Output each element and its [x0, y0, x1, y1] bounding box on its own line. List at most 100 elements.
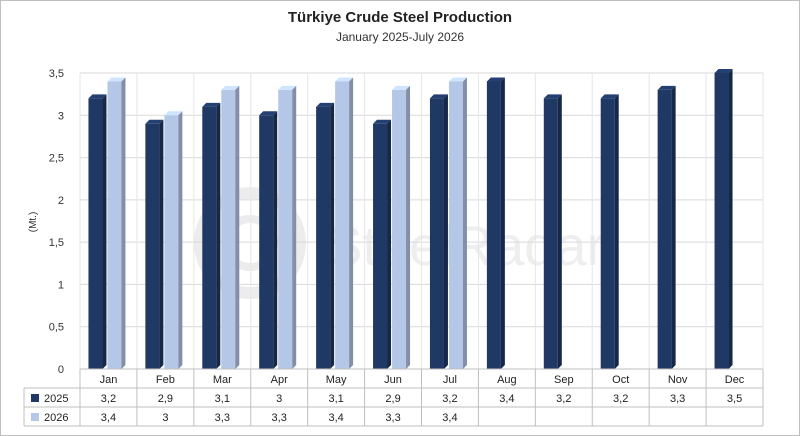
- bar-front: [335, 81, 350, 369]
- bar-2025-may: [316, 102, 335, 369]
- bar-top: [429, 94, 448, 99]
- bar-2025-sep: [543, 94, 562, 369]
- data-label: 3,5: [727, 393, 742, 405]
- data-label: 3,4: [328, 412, 343, 424]
- data-label: 3: [162, 412, 168, 424]
- bar-side: [500, 77, 505, 369]
- bar-top: [486, 77, 505, 82]
- bar-front: [316, 106, 331, 369]
- x-tick-label: Nov: [668, 374, 688, 386]
- data-label: 3,3: [215, 412, 230, 424]
- x-tick-label: Jan: [100, 374, 118, 386]
- bar-2026-feb: [164, 111, 183, 370]
- bar-front: [88, 98, 103, 369]
- y-tick-label: 2: [58, 195, 64, 207]
- bar-front: [429, 98, 444, 369]
- y-axis-label: (Mt.): [28, 212, 39, 233]
- bar-top: [202, 102, 221, 107]
- bar-front: [657, 89, 672, 370]
- bar-side: [443, 94, 448, 369]
- bar-top: [392, 85, 411, 90]
- y-tick-label: 0,5: [49, 322, 64, 334]
- bar-front: [714, 73, 729, 369]
- bar-side: [178, 111, 183, 370]
- data-label: 3: [276, 393, 282, 405]
- data-label: 3,4: [101, 412, 116, 424]
- bar-top: [714, 69, 733, 73]
- x-tick-label: Jun: [384, 374, 402, 386]
- legend-label-2025: 2025: [44, 393, 68, 405]
- bar-front: [164, 115, 179, 370]
- bar-top: [221, 85, 240, 90]
- bar-front: [145, 123, 160, 369]
- bar-side: [462, 77, 467, 369]
- bar-top: [600, 94, 619, 99]
- bar-side: [102, 94, 107, 369]
- legend-swatch-2026: [31, 413, 39, 421]
- bar-side: [387, 119, 392, 369]
- bar-front: [221, 89, 236, 370]
- x-tick-label: May: [326, 374, 347, 386]
- legend-swatch-2025: [31, 394, 39, 402]
- bar-top: [145, 119, 164, 124]
- x-tick-label: Apr: [271, 374, 288, 386]
- data-label: 3,2: [101, 393, 116, 405]
- bar-2025-jul: [429, 94, 448, 369]
- x-tick-label: Jul: [443, 374, 457, 386]
- bar-top: [657, 85, 676, 90]
- data-label: 3,2: [442, 393, 457, 405]
- bar-side: [216, 102, 221, 369]
- bar-2025-aug: [486, 77, 505, 369]
- bar-front: [600, 98, 615, 369]
- bar-2025-oct: [600, 94, 619, 369]
- data-label: 3,2: [556, 393, 571, 405]
- data-label: 2,9: [158, 393, 173, 405]
- bar-front: [543, 98, 558, 369]
- y-tick-label: 3,5: [49, 68, 64, 80]
- bar-side: [614, 94, 619, 369]
- bar-front: [486, 81, 501, 369]
- bar-side: [235, 85, 240, 370]
- data-label: 3,4: [442, 412, 457, 424]
- y-tick-label: 1,5: [49, 237, 64, 249]
- bar-front: [448, 81, 463, 369]
- data-label: 3,3: [670, 393, 685, 405]
- bar-side: [406, 85, 411, 370]
- chart-title: Türkiye Crude Steel Production: [287, 9, 513, 26]
- chart-subtitle: January 2025-July 2026: [335, 30, 465, 44]
- bar-top: [259, 111, 278, 116]
- bar-top: [278, 85, 297, 90]
- bar-front: [259, 115, 274, 370]
- bar-front: [392, 89, 407, 370]
- bar-2025-jun: [373, 119, 392, 369]
- bar-2026-apr: [278, 85, 297, 370]
- x-tick-label: Dec: [725, 374, 745, 386]
- bar-top: [107, 77, 126, 82]
- x-tick-label: Aug: [497, 374, 517, 386]
- x-tick-label: Sep: [554, 374, 574, 386]
- data-label: 3,4: [499, 393, 514, 405]
- bar-top: [543, 94, 562, 99]
- data-label: 3,3: [272, 412, 287, 424]
- bar-2026-jan: [107, 77, 126, 369]
- bar-front: [107, 81, 122, 369]
- bar-side: [557, 94, 562, 369]
- bar-2025-dec: [714, 69, 733, 369]
- bar-side: [728, 69, 733, 369]
- y-tick-label: 0: [58, 364, 64, 376]
- data-label: 3,2: [613, 393, 628, 405]
- bar-2026-mar: [221, 85, 240, 370]
- x-tick-label: Oct: [612, 374, 629, 386]
- y-tick-label: 3: [58, 110, 64, 122]
- bar-side: [159, 119, 164, 369]
- data-label: 3,1: [328, 393, 343, 405]
- y-tick-label: 1: [58, 279, 64, 291]
- bar-2025-feb: [145, 119, 164, 369]
- bar-2026-may: [335, 77, 354, 369]
- bar-2026-jul: [448, 77, 467, 369]
- data-label: 3,1: [215, 393, 230, 405]
- bar-2025-nov: [657, 85, 676, 370]
- data-label: 2,9: [385, 393, 400, 405]
- bar-top: [88, 94, 107, 99]
- bar-side: [671, 85, 676, 370]
